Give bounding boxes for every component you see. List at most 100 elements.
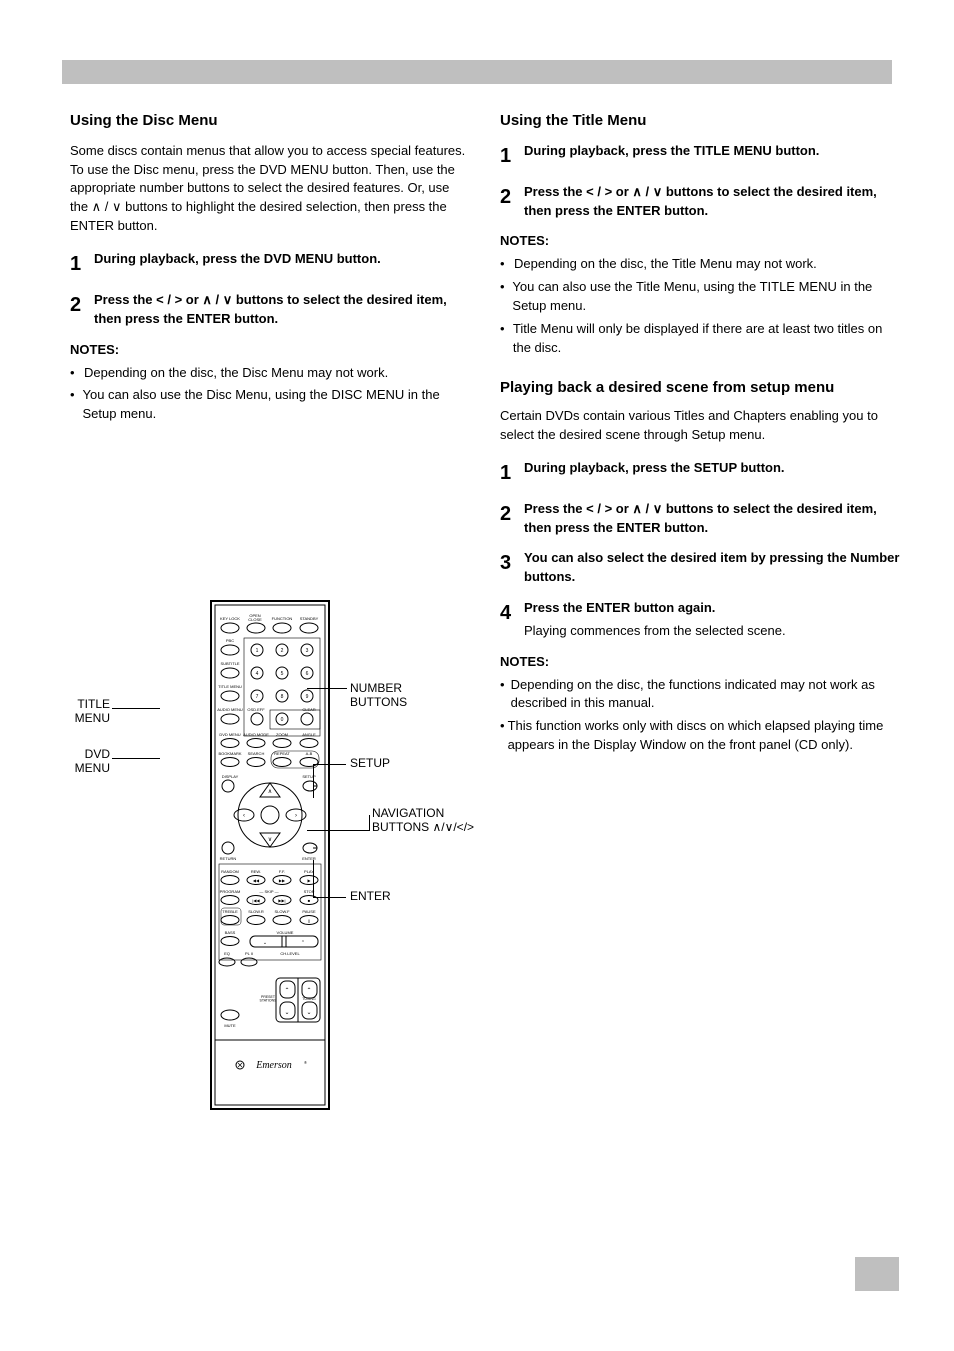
note-item: Depending on the disc, the functions ind… [511, 676, 900, 714]
svg-text:PLAY: PLAY [304, 869, 314, 874]
svg-text:OPENCLOSE: OPENCLOSE [248, 613, 262, 622]
section-title: Using the Title Menu [500, 110, 900, 132]
label-navigation: NAVIGATION BUTTONS ∧/∨/</> [372, 807, 474, 835]
notes-heading: NOTES: [500, 654, 549, 669]
step: 1 During playback, press the DVD MENU bu… [70, 250, 470, 279]
label-dvd-menu: DVD MENU [55, 748, 110, 776]
svg-text:Emerson: Emerson [255, 1060, 292, 1071]
section-title: Using the Disc Menu [70, 110, 470, 132]
svg-text:PROGRAM: PROGRAM [220, 889, 241, 894]
step-number: 1 [70, 250, 94, 279]
svg-text:BASS: BASS [225, 930, 236, 935]
svg-text:⌄: ⌄ [306, 1010, 311, 1016]
step-subtext: Playing commences from the selected scen… [524, 622, 900, 641]
notes-heading: NOTES: [70, 342, 119, 357]
note-item: Depending on the disc, the Title Menu ma… [514, 255, 817, 274]
svg-text:ENTER: ENTER [302, 856, 316, 861]
step-text: During playback, press the SETUP button. [524, 460, 785, 475]
svg-text:OSD.EFF: OSD.EFF [247, 707, 265, 712]
svg-text:■: ■ [308, 898, 311, 903]
label-number-buttons: NUMBER BUTTONS [350, 682, 407, 710]
page-number-box [855, 1257, 899, 1291]
svg-text:⌃: ⌃ [284, 987, 289, 994]
step-text: Press the < / > or ∧ / ∨ buttons to sele… [94, 292, 447, 326]
step-text: During playback, press the DVD MENU butt… [94, 251, 381, 266]
svg-text:STOP: STOP [304, 889, 315, 894]
step: 1 During playback, press the TITLE MENU … [500, 142, 900, 171]
svg-text:DVD MENU: DVD MENU [219, 732, 240, 737]
step-number: 3 [500, 549, 524, 587]
step-number: 1 [500, 142, 524, 171]
svg-text:— SKIP —: — SKIP — [259, 889, 278, 894]
svg-text:SLOW.R: SLOW.R [248, 909, 264, 914]
svg-text:⌃: ⌃ [306, 987, 311, 994]
label-title-menu: TITLE MENU [55, 698, 110, 726]
svg-text:›: › [295, 813, 297, 819]
svg-text:||: || [308, 918, 310, 923]
svg-text:KEY LOCK: KEY LOCK [220, 616, 240, 621]
annotation-line [112, 758, 160, 759]
svg-text:7: 7 [256, 694, 259, 700]
svg-text:ZOOM: ZOOM [276, 732, 288, 737]
step-number: 1 [500, 459, 524, 488]
svg-text:PAUSE: PAUSE [302, 909, 316, 914]
note-item: Title Menu will only be displayed if the… [513, 320, 900, 358]
annotation-line [112, 708, 160, 709]
svg-text:STANDBY: STANDBY [300, 616, 319, 621]
svg-text:|◀◀: |◀◀ [252, 898, 260, 903]
svg-text:AUDIO MODE: AUDIO MODE [243, 732, 269, 737]
step-number: 2 [500, 500, 524, 538]
svg-text:PRESETSTATIONS: PRESETSTATIONS [260, 995, 278, 1003]
step-number: 2 [500, 183, 524, 221]
step: 2 Press the < / > or ∧ / ∨ buttons to se… [70, 291, 470, 329]
step-number: 2 [70, 291, 94, 329]
note-item: You can also use the Disc Menu, using th… [82, 386, 470, 424]
svg-text:CLEAR: CLEAR [302, 707, 315, 712]
svg-text:REPEAT: REPEAT [274, 751, 290, 756]
svg-text:TREBLE: TREBLE [222, 909, 238, 914]
remote-diagram: TITLE MENU DVD MENU NUMBER BUTTONS SETUP… [60, 590, 470, 1120]
svg-text:PL II: PL II [245, 951, 253, 956]
svg-text:MUTE: MUTE [224, 1023, 236, 1028]
remote-svg: KEY LOCK OPENCLOSE FUNCTION STANDBY PBC … [210, 600, 330, 1110]
svg-text:RETURN: RETURN [220, 856, 237, 861]
svg-text:‹: ‹ [243, 813, 245, 819]
label-enter: ENTER [350, 890, 391, 904]
svg-text:▶▶: ▶▶ [279, 878, 286, 883]
svg-text:∨: ∨ [268, 837, 272, 843]
annotation-line [369, 815, 370, 831]
svg-text:0: 0 [281, 717, 284, 723]
step: 2 Press the < / > or ∧ / ∨ buttons to se… [500, 500, 900, 538]
svg-text:5: 5 [281, 671, 284, 677]
step-text: Press the < / > or ∧ / ∨ buttons to sele… [524, 184, 877, 218]
svg-text:PBC: PBC [226, 638, 234, 643]
svg-text:TITLE MENU: TITLE MENU [218, 684, 242, 689]
svg-text:SUBTITLE: SUBTITLE [220, 661, 239, 666]
svg-text:AUDIO MENU: AUDIO MENU [217, 707, 243, 712]
svg-text:TUNING: TUNING [302, 997, 316, 1001]
step: 3 You can also select the desired item b… [500, 549, 900, 587]
step: 2 Press the < / > or ∧ / ∨ buttons to se… [500, 183, 900, 221]
svg-text:∧: ∧ [268, 789, 272, 795]
svg-text:9: 9 [306, 694, 309, 700]
note-item: This function works only with discs on w… [508, 717, 900, 755]
step-text: Press the < / > or ∧ / ∨ buttons to sele… [524, 501, 877, 535]
svg-text:4: 4 [256, 671, 259, 677]
svg-text:1: 1 [256, 648, 259, 654]
section-lead: Some discs contain menus that allow you … [70, 142, 470, 236]
step-number: 4 [500, 599, 524, 641]
svg-text:3: 3 [306, 648, 309, 654]
svg-text:®: ® [304, 1060, 307, 1065]
note-item: Depending on the disc, the Disc Menu may… [84, 364, 388, 383]
svg-text:2: 2 [281, 648, 284, 654]
svg-text:▶▶|: ▶▶| [278, 898, 285, 903]
svg-text:SEARCH: SEARCH [248, 751, 265, 756]
svg-text:⌃: ⌃ [301, 940, 305, 946]
svg-text:FUNCTION: FUNCTION [272, 616, 293, 621]
left-column: Using the Disc Menu Some discs contain m… [70, 110, 470, 424]
step-text: You can also select the desired item by … [524, 550, 899, 584]
svg-text:EQ: EQ [224, 951, 230, 956]
step-text: During playback, press the TITLE MENU bu… [524, 143, 819, 158]
notes-heading: NOTES: [500, 233, 549, 248]
note-item: You can also use the Title Menu, using t… [512, 278, 900, 316]
